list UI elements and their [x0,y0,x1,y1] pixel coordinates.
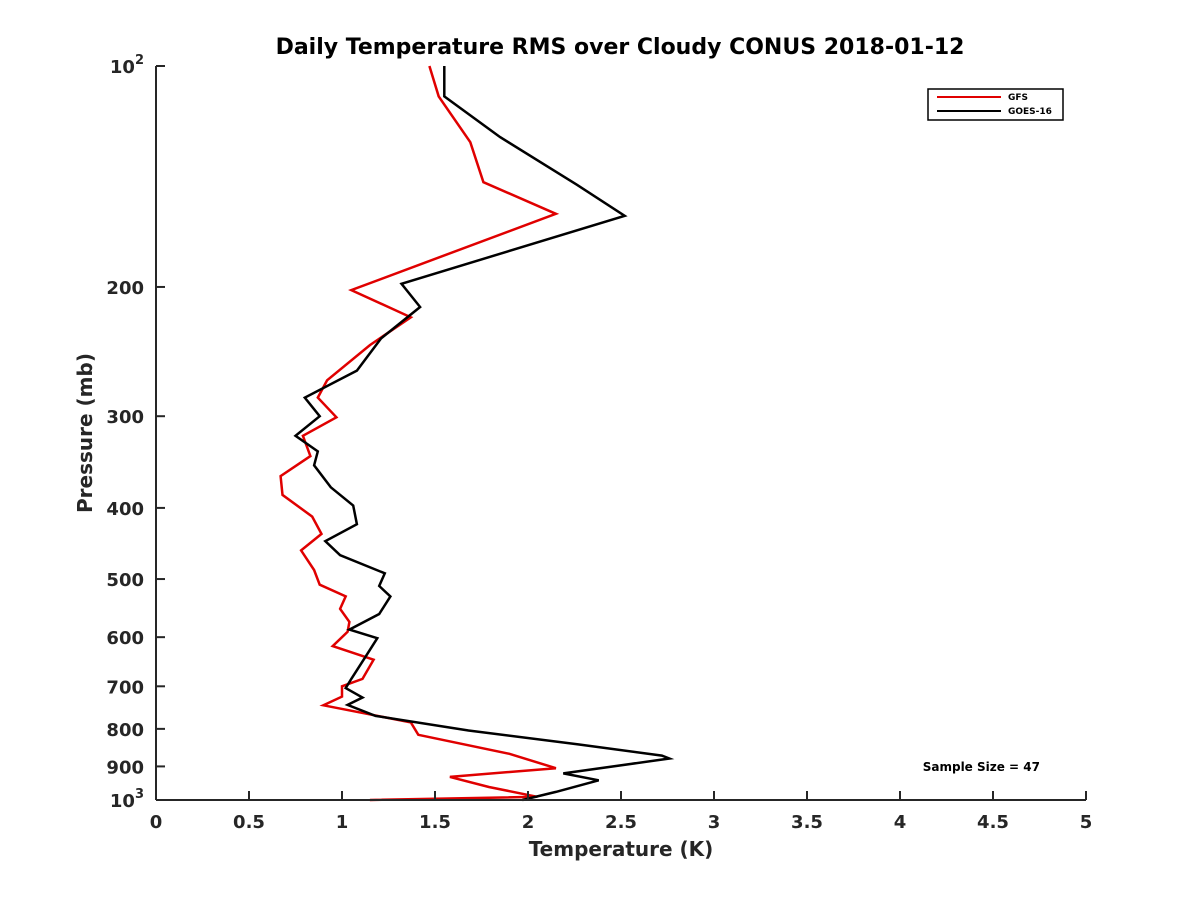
x-ticks: 0 0.5 1 1.5 2 2.5 3 3.5 4 4.5 5 [150,791,1093,833]
x-tick-label: 4.5 [977,812,1009,833]
legend-label-goes-16: GOES-16 [1008,107,1052,117]
chart-title: Daily Temperature RMS over Cloudy CONUS … [276,35,965,60]
x-tick-label: 3 [708,812,721,833]
series-group [279,65,675,802]
y-tick-label: 900 [106,757,144,778]
x-tick-label: 5 [1080,812,1093,833]
series-line-goes-16 [293,66,675,802]
y-tick-label: 200 [106,278,144,299]
x-tick-label: 4 [894,812,907,833]
series-line-gfs [279,65,560,802]
x-tick-label: 2.5 [605,812,637,833]
y-tick-label: 500 [106,570,144,591]
sample-size-annotation: Sample Size = 47 [923,760,1040,774]
x-tick-label: 1.5 [419,812,451,833]
y-tick-label: 103 [110,787,144,812]
legend: GFS GOES-16 [927,88,1064,121]
legend-label-gfs: GFS [1008,93,1028,103]
y-tick-label: 102 [110,53,144,78]
x-tick-label: 2 [522,812,535,833]
y-axis-title: Pressure (mb) [73,353,97,513]
y-tick-label: 700 [106,677,144,698]
x-tick-label: 0.5 [233,812,265,833]
x-axis-title: Temperature (K) [529,837,714,861]
x-tick-label: 1 [336,812,349,833]
y-tick-label: 300 [106,407,144,428]
legend-box [927,88,1064,121]
x-tick-label: 0 [150,812,163,833]
y-ticks: 102 200 300 400 500 600 700 800 900 103 [106,53,165,812]
x-tick-label: 3.5 [791,812,823,833]
y-tick-label: 400 [106,499,144,520]
y-tick-label: 600 [106,628,144,649]
y-tick-label: 800 [106,720,144,741]
